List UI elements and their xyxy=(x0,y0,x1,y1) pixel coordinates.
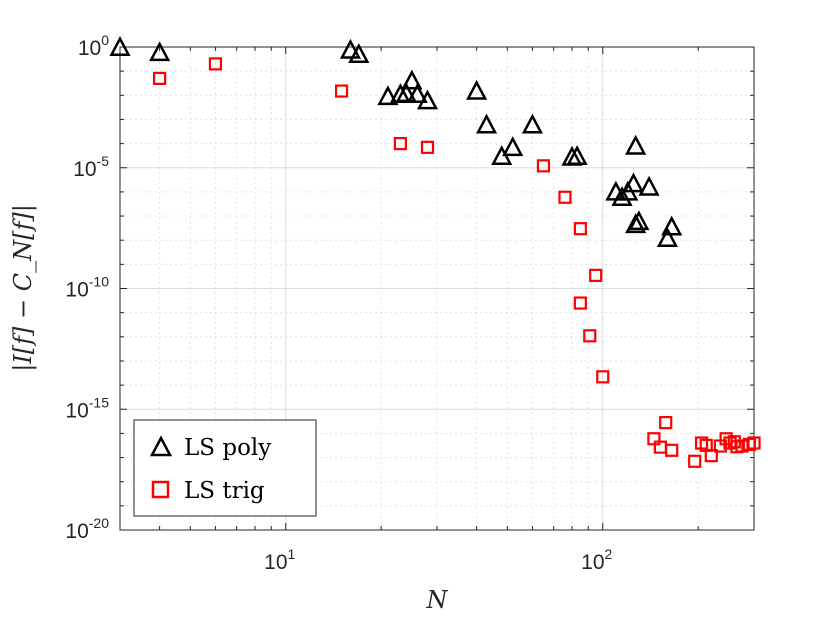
data-point-square xyxy=(536,159,551,173)
data-point-square xyxy=(719,432,733,446)
x-axis-label: N xyxy=(426,586,449,614)
data-point-square xyxy=(420,140,435,154)
legend-square-icon xyxy=(151,480,170,499)
legend-label-ls-poly: LS poly xyxy=(184,435,271,461)
y-tick-label: 100 xyxy=(78,32,109,60)
data-point-triangle xyxy=(638,175,660,196)
data-point-square xyxy=(573,296,587,310)
data-point-square xyxy=(153,71,167,86)
data-point-square xyxy=(747,436,761,450)
data-point-square xyxy=(558,190,572,204)
tick-marks xyxy=(119,46,755,531)
data-point-triangle xyxy=(466,79,488,100)
legend: LS poly LS trig xyxy=(133,419,317,517)
data-point-square xyxy=(704,449,718,463)
data-point-triangle xyxy=(625,213,647,234)
data-point-triangle xyxy=(109,36,131,56)
y-axis-label: |I[f] − C_N[f]| xyxy=(9,204,38,372)
series-ls-poly xyxy=(109,36,683,248)
data-point-square xyxy=(334,84,349,98)
data-point-triangle xyxy=(149,41,171,62)
data-point-triangle xyxy=(566,145,588,165)
data-point-square xyxy=(589,268,603,282)
data-point-triangle xyxy=(628,210,650,231)
data-point-triangle xyxy=(401,69,423,90)
legend-box xyxy=(133,419,317,517)
data-point-triangle xyxy=(521,113,544,134)
data-point-triangle xyxy=(406,83,428,104)
data-point-square xyxy=(596,370,610,384)
x-tick-label: 101 xyxy=(264,546,295,574)
data-point-triangle xyxy=(656,227,679,248)
data-points xyxy=(109,36,761,468)
x-tick-label: 102 xyxy=(581,546,612,574)
data-point-triangle xyxy=(611,186,633,207)
data-point-square xyxy=(659,416,673,430)
data-point-square xyxy=(208,57,223,71)
y-tick-label: 10-5 xyxy=(73,153,109,181)
legend-label-ls-trig: LS trig xyxy=(184,478,265,504)
data-point-square xyxy=(688,454,702,468)
data-point-square xyxy=(393,137,408,151)
y-tick-label: 10-15 xyxy=(65,394,109,422)
y-tick-labels: 100 10-5 10-10 10-15 10-20 xyxy=(65,32,109,543)
data-point-triangle xyxy=(502,136,524,157)
y-tick-label: 10-10 xyxy=(65,274,109,302)
data-point-triangle xyxy=(339,38,362,59)
data-point-triangle xyxy=(622,172,645,193)
data-point-triangle xyxy=(348,43,370,64)
data-point-square xyxy=(573,222,587,236)
data-point-square xyxy=(665,443,679,457)
data-point-square xyxy=(583,329,597,343)
legend-triangle-icon xyxy=(149,435,173,457)
data-point-triangle xyxy=(416,89,439,110)
y-tick-label: 10-20 xyxy=(65,515,109,543)
x-tick-labels: 101 102 xyxy=(264,546,612,574)
data-point-triangle xyxy=(475,113,498,134)
data-point-triangle xyxy=(395,82,417,103)
data-point-triangle xyxy=(661,215,683,236)
series-ls-trig xyxy=(153,57,761,468)
data-point-triangle xyxy=(625,134,647,155)
data-point-triangle xyxy=(377,85,399,106)
